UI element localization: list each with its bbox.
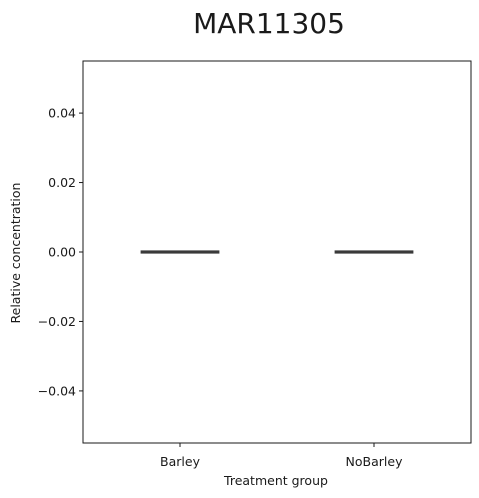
y-tick-label: −0.02 <box>38 314 76 329</box>
y-axis-label: Relative concentration <box>8 183 23 324</box>
x-tick-label: NoBarley <box>346 454 404 469</box>
y-tick-label: −0.04 <box>38 383 76 398</box>
chart-title: MAR11305 <box>193 7 345 40</box>
y-tick-label: 0.00 <box>48 245 76 260</box>
x-axis-label: Treatment group <box>223 473 328 488</box>
y-tick-label: 0.04 <box>48 106 76 121</box>
x-axis: Barley NoBarley <box>160 443 403 469</box>
boxes <box>140 250 414 254</box>
x-tick-label: Barley <box>160 454 201 469</box>
y-tick-label: 0.02 <box>48 175 76 190</box>
y-axis: −0.04 −0.02 0.00 0.02 0.04 <box>38 106 83 398</box>
